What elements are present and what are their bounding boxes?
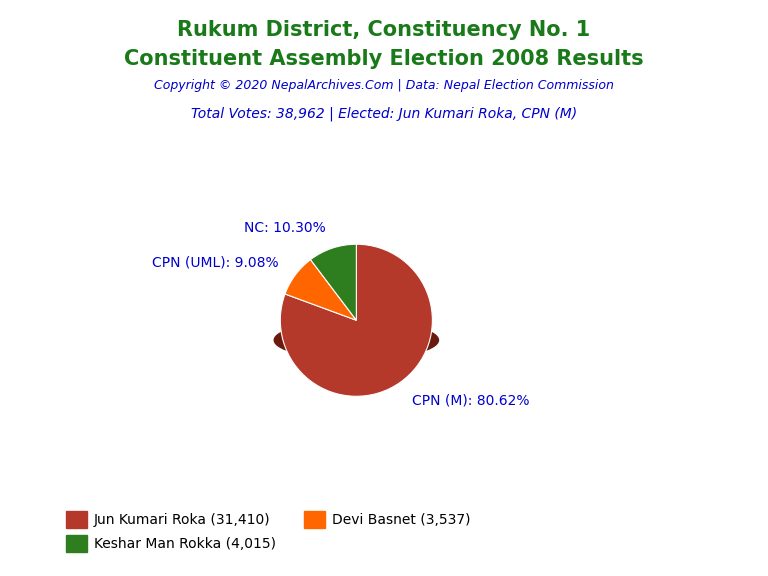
Legend: Jun Kumari Roka (31,410), Keshar Man Rokka (4,015), Devi Basnet (3,537): Jun Kumari Roka (31,410), Keshar Man Rok…: [61, 506, 475, 558]
Wedge shape: [285, 260, 356, 320]
Wedge shape: [280, 244, 432, 396]
Ellipse shape: [274, 321, 439, 359]
Text: Constituent Assembly Election 2008 Results: Constituent Assembly Election 2008 Resul…: [124, 49, 644, 69]
Text: CPN (UML): 9.08%: CPN (UML): 9.08%: [151, 255, 278, 270]
Text: Copyright © 2020 NepalArchives.Com | Data: Nepal Election Commission: Copyright © 2020 NepalArchives.Com | Dat…: [154, 79, 614, 93]
Text: Rukum District, Constituency No. 1: Rukum District, Constituency No. 1: [177, 20, 591, 40]
Wedge shape: [310, 244, 356, 320]
Text: NC: 10.30%: NC: 10.30%: [243, 221, 326, 235]
Text: Total Votes: 38,962 | Elected: Jun Kumari Roka, CPN (M): Total Votes: 38,962 | Elected: Jun Kumar…: [191, 107, 577, 121]
Text: CPN (M): 80.62%: CPN (M): 80.62%: [412, 393, 529, 407]
